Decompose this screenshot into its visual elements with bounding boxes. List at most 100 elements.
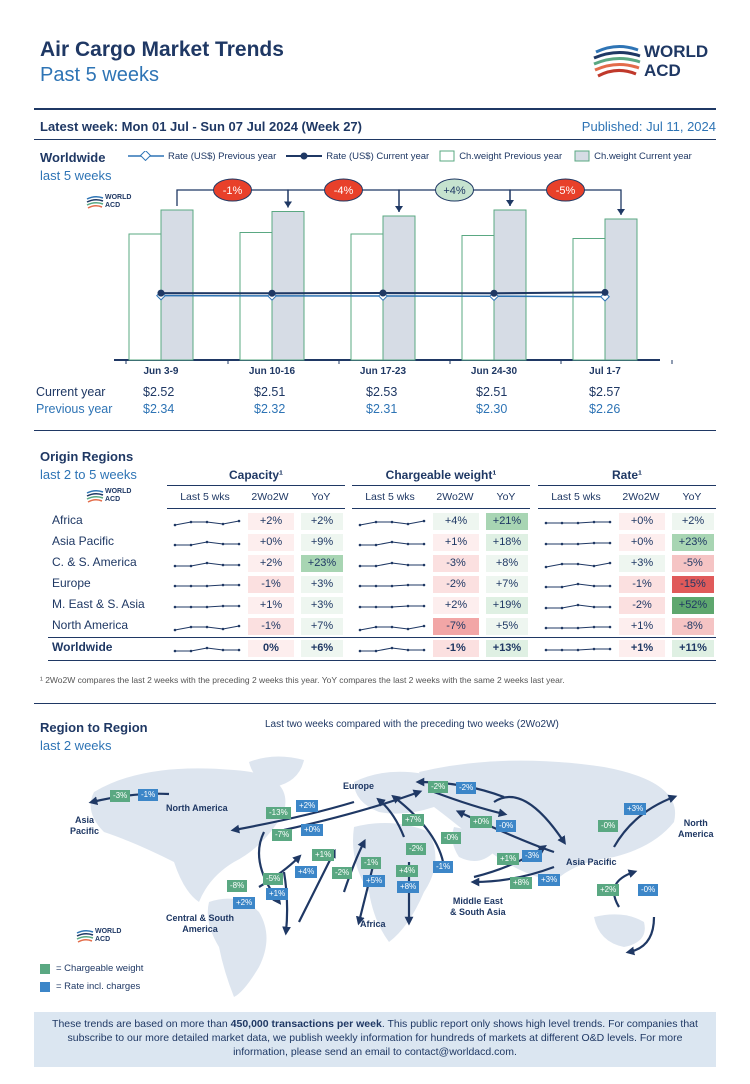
logo-text-acd: ACD — [644, 61, 681, 80]
cell-2wo2w: +0% — [619, 513, 665, 530]
cell-yoy: +5% — [486, 618, 528, 635]
divider — [34, 703, 716, 704]
previous-year-rate: $2.30 — [476, 402, 508, 416]
map-label-csa: Central & South America — [166, 913, 235, 934]
change-bubble — [324, 178, 363, 202]
bar-cw-previous — [128, 233, 162, 361]
cell-2wo2w: +3% — [619, 555, 665, 572]
divider — [34, 430, 716, 431]
sparkline — [544, 625, 612, 630]
route-change-badge: +5% — [363, 875, 386, 887]
logo-text-world: WORLD — [105, 194, 132, 201]
globe-logo-icon — [86, 489, 104, 503]
cell-2wo2w: -1% — [433, 640, 479, 657]
worldacd-small-logo: WORLD ACD — [86, 488, 146, 510]
route-change-badge: +1% — [266, 888, 289, 900]
route-change-badge: +7% — [402, 814, 425, 826]
map-label-mesa: Middle East & South Asia — [450, 896, 506, 917]
r2r-caption: Last two weeks compared with the precedi… — [265, 719, 559, 730]
route-change-badge: +2% — [296, 800, 319, 812]
current-year-rate: $2.57 — [589, 385, 621, 399]
sparkline — [173, 646, 241, 653]
group-header-rule — [538, 508, 716, 509]
globe-logo-icon — [86, 195, 104, 209]
x-tick-label: Jun 17-23 — [360, 366, 407, 376]
route-change-badge: +0% — [301, 824, 324, 836]
sub-header: 2Wo2W — [251, 491, 289, 503]
cell-yoy: +23% — [672, 534, 714, 551]
bar-cw-current — [493, 209, 527, 361]
sub-header: YoY — [311, 491, 331, 503]
r2r-subtitle: last 2 weeks — [40, 738, 112, 753]
previous-year-label: Previous year — [36, 402, 113, 416]
route-change-badge: -3% — [522, 850, 543, 862]
x-tick-label: Jun 3-9 — [143, 366, 178, 376]
bar-cw-current — [271, 211, 305, 361]
origin-subtitle: last 2 to 5 weeks — [40, 467, 137, 482]
cell-2wo2w: -2% — [433, 576, 479, 593]
map-label-asia-pacific-left: Asia Pacific — [70, 815, 100, 836]
logo-text-acd: ACD — [105, 496, 121, 503]
sparkline — [173, 624, 241, 632]
sparkline — [173, 583, 241, 588]
cell-yoy: +7% — [486, 576, 528, 593]
cell-2wo2w: +4% — [433, 513, 479, 530]
arrow-down-icon — [617, 209, 625, 215]
cell-yoy: +13% — [486, 640, 528, 657]
change-label: -1% — [223, 185, 243, 197]
legend-label: Ch.weight Current year — [594, 150, 692, 162]
change-label: +4% — [443, 185, 466, 197]
change-label: -5% — [556, 185, 576, 197]
group-header-rule — [538, 485, 716, 486]
sparkline — [358, 624, 426, 632]
map-label-europe: Europe — [343, 781, 375, 791]
worldwide-subtitle: last 5 weeks — [40, 168, 112, 183]
worldacd-logo: WORLD ACD — [592, 40, 722, 85]
route-change-badge: -13% — [266, 807, 291, 819]
sparkline — [544, 582, 612, 589]
sparkline — [544, 561, 612, 569]
cell-2wo2w: +1% — [248, 597, 294, 614]
divider — [34, 139, 716, 140]
sparkline — [544, 647, 612, 652]
route-change-badge: -1% — [138, 789, 159, 801]
sparkline — [544, 520, 612, 525]
contact-email-link[interactable]: contact@worldacd.com — [404, 1046, 514, 1058]
route-change-badge: +1% — [497, 853, 520, 865]
route-change-badge: +0% — [470, 816, 493, 828]
cell-yoy: -15% — [672, 576, 714, 593]
region-name: North America — [52, 618, 129, 632]
sparkline — [358, 646, 426, 653]
legend-label: Ch.weight Previous year — [459, 150, 563, 162]
point-rate-current — [157, 289, 165, 297]
cell-2wo2w: -2% — [619, 597, 665, 614]
map-label-asia-pacific: Asia Pacific — [566, 857, 617, 867]
worldwide-rule — [48, 660, 716, 661]
cell-yoy: +3% — [301, 576, 343, 593]
logo-text-acd: ACD — [95, 936, 111, 943]
group-header-rule — [352, 485, 530, 486]
x-tick-label: Jul 1-7 — [589, 366, 621, 376]
x-tick-label: Jun 24-30 — [471, 366, 518, 376]
cell-2wo2w: +2% — [248, 513, 294, 530]
route-change-badge: +2% — [597, 884, 620, 896]
change-label: -4% — [334, 185, 354, 197]
route-change-badge: -1% — [361, 857, 382, 869]
route-change-badge: +2% — [233, 897, 256, 909]
current-year-label: Current year — [36, 385, 106, 399]
route-change-badge: +8% — [397, 881, 420, 893]
sparkline — [358, 519, 426, 527]
group-header-rule — [167, 508, 345, 509]
sub-header: 2Wo2W — [622, 491, 660, 503]
cell-yoy: +7% — [301, 618, 343, 635]
globe-logo-icon — [76, 929, 94, 943]
cell-2wo2w: -1% — [619, 576, 665, 593]
cell-yoy: +9% — [301, 534, 343, 551]
change-bubble — [435, 178, 474, 202]
route-change-badge: -0% — [598, 820, 619, 832]
worldacd-small-logo: WORLD ACD — [86, 194, 146, 216]
cell-2wo2w: -1% — [248, 576, 294, 593]
published-date: Published: Jul 11, 2024 — [581, 119, 716, 134]
cell-yoy: +23% — [301, 555, 343, 572]
map-label-africa: Africa — [360, 919, 386, 929]
